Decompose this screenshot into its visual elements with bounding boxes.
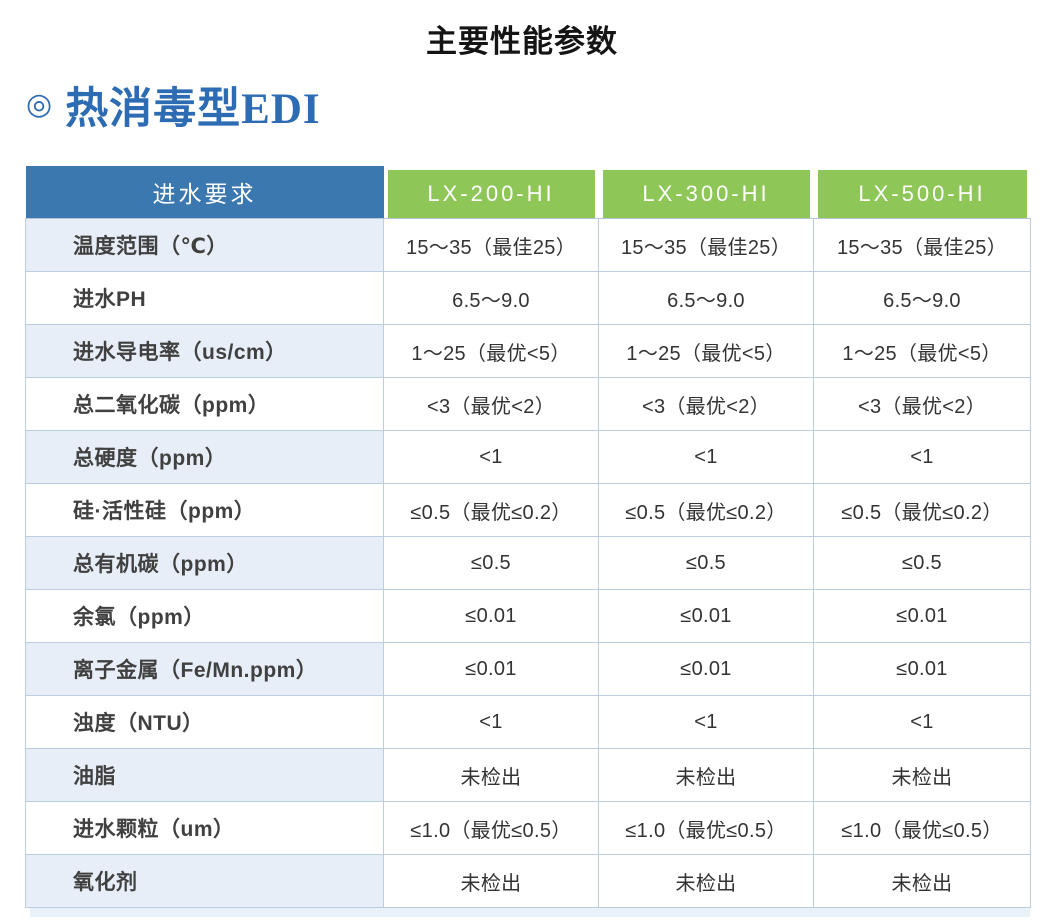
param-label-cell: 总硬度（ppm） (25, 430, 384, 484)
value-cell: ≤0.01 (383, 589, 599, 643)
value-cell: <1 (383, 430, 599, 484)
column-header-product-3: LX-500-HI (813, 166, 1031, 219)
product-header-label: LX-500-HI (817, 170, 1027, 218)
section-title: 热消毒型EDI (65, 86, 321, 133)
value-cell: 15～35（最佳25） (383, 218, 599, 272)
table-row-particles: 进水颗粒（um） ≤1.0（最优≤0.5） ≤1.0（最优≤0.5） ≤1.0（… (25, 801, 1031, 855)
table-row-turbidity: 浊度（NTU） <1 <1 <1 (25, 695, 1031, 749)
value-cell: <1 (813, 695, 1031, 749)
section-heading: ◎ 热消毒型EDI (26, 74, 321, 136)
value-cell: ≤0.01 (813, 642, 1031, 696)
value-cell: ≤0.5 (383, 536, 599, 590)
bottom-shadow-band (30, 908, 1030, 917)
param-label-cell: 总二氧化碳（ppm） (25, 377, 384, 431)
value-cell: 6.5～9.0 (383, 271, 599, 325)
product-header-label: LX-200-HI (387, 170, 595, 218)
value-cell: 1～25（最优<5） (383, 324, 599, 378)
table-row-conductivity: 进水导电率（us/cm） 1～25（最优<5） 1～25（最优<5） 1～25（… (25, 324, 1031, 378)
value-cell: ≤0.5（最优≤0.2） (383, 483, 599, 537)
column-header-intake-requirements: 进水要求 (25, 166, 384, 219)
table-row-hardness: 总硬度（ppm） <1 <1 <1 (25, 430, 1031, 484)
value-cell: 未检出 (383, 748, 599, 802)
value-cell: 1～25（最优<5） (813, 324, 1031, 378)
value-cell: ≤0.5 (598, 536, 814, 590)
param-label-cell: 进水颗粒（um） (25, 801, 384, 855)
param-label-cell: 氧化剂 (25, 854, 384, 908)
value-cell: 未检出 (813, 854, 1031, 908)
value-cell: ≤1.0（最优≤0.5） (598, 801, 814, 855)
table-row-oxidant: 氧化剂 未检出 未检出 未检出 (25, 854, 1031, 908)
value-cell: <3（最优<2） (813, 377, 1031, 431)
param-label-cell: 总有机碳（ppm） (25, 536, 384, 590)
param-label-cell: 进水PH (25, 271, 384, 325)
value-cell: <1 (598, 695, 814, 749)
param-label-cell: 温度范围（℃） (25, 218, 384, 272)
table-row-chlorine: 余氯（ppm） ≤0.01 ≤0.01 ≤0.01 (25, 589, 1031, 643)
column-header-product-2: LX-300-HI (598, 166, 814, 219)
value-cell: 1～25（最优<5） (598, 324, 814, 378)
param-label-cell: 余氯（ppm） (25, 589, 384, 643)
value-cell: ≤0.5（最优≤0.2） (813, 483, 1031, 537)
value-cell: 未检出 (598, 748, 814, 802)
param-label-cell: 硅·活性硅（ppm） (25, 483, 384, 537)
column-header-product-1: LX-200-HI (383, 166, 599, 219)
value-cell: 6.5～9.0 (813, 271, 1031, 325)
value-cell: 15～35（最佳25） (598, 218, 814, 272)
value-cell: 15～35（最佳25） (813, 218, 1031, 272)
table-row-metal-ions: 离子金属（Fe/Mn.ppm） ≤0.01 ≤0.01 ≤0.01 (25, 642, 1031, 696)
value-cell: ≤0.5（最优≤0.2） (598, 483, 814, 537)
table-row-ph: 进水PH 6.5～9.0 6.5～9.0 6.5～9.0 (25, 271, 1031, 325)
param-label-cell: 离子金属（Fe/Mn.ppm） (25, 642, 384, 696)
table-row-silica: 硅·活性硅（ppm） ≤0.5（最优≤0.2） ≤0.5（最优≤0.2） ≤0.… (25, 483, 1031, 537)
value-cell: <3（最优<2） (598, 377, 814, 431)
table-row-co2: 总二氧化碳（ppm） <3（最优<2） <3（最优<2） <3（最优<2） (25, 377, 1031, 431)
value-cell: ≤1.0（最优≤0.5） (383, 801, 599, 855)
value-cell: ≤0.01 (598, 642, 814, 696)
value-cell: 未检出 (813, 748, 1031, 802)
value-cell: <1 (598, 430, 814, 484)
table-header-row: 进水要求 LX-200-HI LX-300-HI LX-500-HI (25, 166, 1031, 219)
value-cell: ≤0.01 (813, 589, 1031, 643)
value-cell: <1 (383, 695, 599, 749)
value-cell: 未检出 (383, 854, 599, 908)
double-circle-bullet-icon: ◎ (26, 87, 54, 122)
page-title: 主要性能参数 (426, 24, 618, 59)
value-cell: ≤0.01 (383, 642, 599, 696)
value-cell: 未检出 (598, 854, 814, 908)
param-label-cell: 进水导电率（us/cm） (25, 324, 384, 378)
value-cell: ≤0.5 (813, 536, 1031, 590)
value-cell: ≤1.0（最优≤0.5） (813, 801, 1031, 855)
table-row-temperature: 温度范围（℃） 15～35（最佳25） 15～35（最佳25） 15～35（最佳… (25, 218, 1031, 272)
table-row-toc: 总有机碳（ppm） ≤0.5 ≤0.5 ≤0.5 (25, 536, 1031, 590)
performance-table: 进水要求 LX-200-HI LX-300-HI LX-500-HI 温度范围（… (25, 166, 1031, 908)
product-header-label: LX-300-HI (602, 170, 810, 218)
value-cell: <3（最优<2） (383, 377, 599, 431)
value-cell: <1 (813, 430, 1031, 484)
param-label-cell: 浊度（NTU） (25, 695, 384, 749)
table-row-grease: 油脂 未检出 未检出 未检出 (25, 748, 1031, 802)
param-label-cell: 油脂 (25, 748, 384, 802)
value-cell: 6.5～9.0 (598, 271, 814, 325)
value-cell: ≤0.01 (598, 589, 814, 643)
